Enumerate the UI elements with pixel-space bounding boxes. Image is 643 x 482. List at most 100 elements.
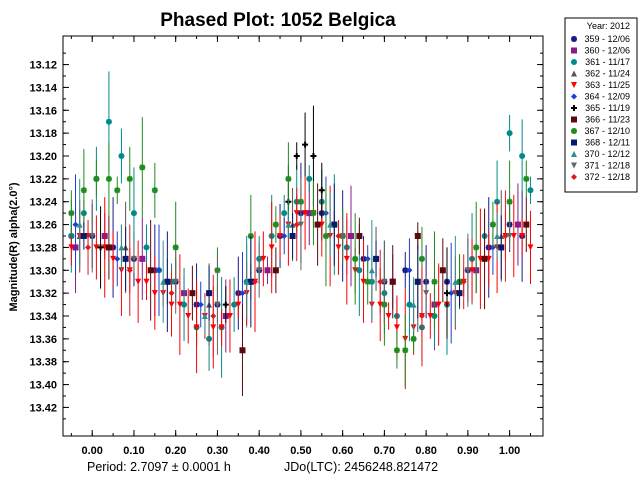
- y-tick-label: 13.20: [29, 151, 57, 163]
- data-point: [93, 244, 100, 251]
- data-point: [352, 255, 359, 262]
- x-tick-label: 0.80: [415, 445, 436, 457]
- data-point: [139, 164, 146, 171]
- data-point: [519, 153, 526, 159]
- data-point: [210, 313, 217, 319]
- data-point: [272, 221, 279, 228]
- legend-title: Year: 2012: [587, 21, 630, 31]
- legend-entry: 368 - 12/11: [585, 138, 630, 148]
- data-point: [385, 313, 392, 319]
- series-7: [105, 183, 530, 396]
- data-point: [139, 255, 146, 262]
- y-tick-label: 13.22: [29, 174, 57, 186]
- data-point: [502, 233, 509, 239]
- data-point: [406, 301, 413, 308]
- data-point: [176, 301, 183, 308]
- data-point: [498, 244, 505, 251]
- x-tick-label: 0.00: [82, 445, 103, 457]
- data-point: [473, 244, 480, 251]
- y-tick-label: 13.38: [29, 357, 57, 369]
- legend-marker: [571, 105, 577, 111]
- data-point: [285, 175, 292, 182]
- data-point: [260, 255, 267, 262]
- data-point: [431, 278, 438, 285]
- data-point: [130, 255, 137, 262]
- data-point: [523, 175, 530, 182]
- data-point: [310, 153, 317, 159]
- data-point: [356, 267, 363, 274]
- data-point: [201, 313, 208, 319]
- y-tick-label: 13.28: [29, 242, 57, 254]
- data-point: [402, 347, 409, 354]
- legend-entry: 365 - 11/19: [585, 103, 630, 113]
- data-point: [68, 210, 75, 217]
- x-tick-label: 1.00: [499, 445, 520, 457]
- data-point: [339, 233, 346, 239]
- data-point: [364, 278, 371, 285]
- legend-marker: [571, 47, 577, 54]
- data-point: [348, 233, 354, 239]
- data-point: [514, 221, 521, 228]
- data-point: [414, 233, 421, 239]
- series-9: [80, 183, 505, 332]
- y-tick-label: 13.26: [29, 220, 57, 232]
- series-10: [76, 178, 501, 335]
- legend-marker: [571, 151, 577, 157]
- series-3: [76, 188, 505, 346]
- legend-box: [564, 17, 638, 193]
- data-point: [168, 290, 175, 297]
- data-point: [285, 221, 292, 228]
- data-point: [193, 324, 200, 331]
- data-point: [151, 187, 158, 194]
- data-point: [427, 313, 434, 319]
- x-tick-label: 0.20: [165, 445, 186, 457]
- data-point: [297, 221, 304, 228]
- x-tick-label: 0.40: [248, 445, 269, 457]
- data-point: [222, 301, 229, 308]
- data-point: [118, 244, 125, 251]
- data-point: [381, 278, 388, 285]
- data-point: [406, 267, 413, 274]
- data-point: [527, 244, 534, 251]
- data-point: [402, 267, 409, 274]
- data-point: [118, 153, 125, 159]
- data-point: [143, 278, 150, 285]
- y-tick-label: 13.16: [29, 105, 57, 117]
- data-point: [281, 210, 288, 217]
- data-point: [464, 267, 471, 274]
- data-point: [494, 233, 501, 239]
- data-point: [243, 278, 250, 285]
- data-point: [439, 267, 446, 274]
- data-point: [310, 210, 317, 217]
- plot-frame: [62, 35, 544, 437]
- data-point: [410, 301, 417, 308]
- y-tick-label: 13.42: [29, 402, 57, 414]
- data-point: [414, 278, 421, 285]
- y-tick-label: 13.34: [29, 311, 57, 323]
- data-point: [268, 244, 275, 251]
- data-point: [235, 301, 242, 308]
- data-point: [306, 175, 313, 182]
- data-point: [519, 233, 526, 239]
- data-point: [80, 187, 87, 194]
- data-point: [231, 301, 238, 308]
- data-point: [226, 313, 233, 319]
- legend-entry: 361 - 11/17: [585, 57, 630, 67]
- data-point: [172, 278, 179, 285]
- data-point: [126, 175, 133, 182]
- data-point: [114, 255, 121, 262]
- y-axis-label: Magnitude(R) alpha(2.0°): [8, 182, 20, 311]
- data-point: [256, 267, 263, 274]
- data-point: [93, 175, 100, 182]
- x-tick-label: 0.70: [374, 445, 395, 457]
- legend-marker: [571, 82, 577, 88]
- data-point: [523, 221, 530, 228]
- legend-marker: [571, 139, 577, 146]
- data-point: [322, 233, 329, 239]
- data-point: [281, 233, 288, 239]
- data-point: [527, 187, 534, 194]
- data-point: [105, 118, 112, 125]
- data-point: [156, 267, 162, 274]
